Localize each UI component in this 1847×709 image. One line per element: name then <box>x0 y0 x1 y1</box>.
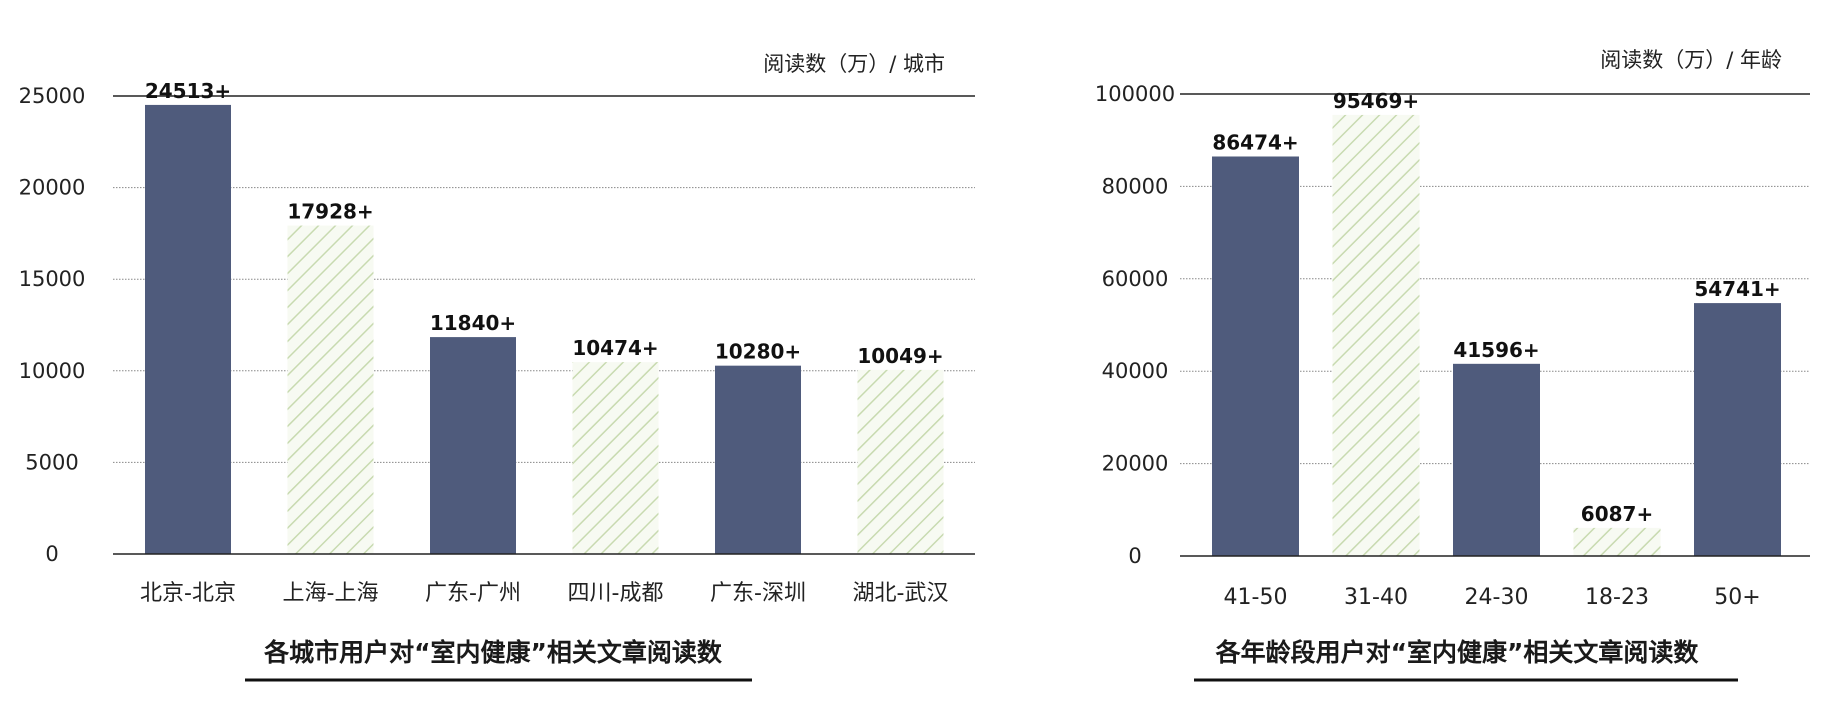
bar-value-label: 10280+ <box>715 340 801 364</box>
bar <box>287 225 374 555</box>
bar <box>857 369 944 554</box>
bar <box>1694 303 1781 556</box>
x-tick-label: 湖北-武汉 <box>853 581 949 606</box>
x-tick-label: 上海-上海 <box>283 581 379 606</box>
bar <box>430 337 516 554</box>
bar-value-label: 10049+ <box>857 344 943 368</box>
y-tick-label: 5000 <box>25 450 78 474</box>
bar <box>1212 156 1299 557</box>
x-tick-label: 广东-广州 <box>425 581 521 606</box>
x-tick-label: 41-50 <box>1224 585 1288 610</box>
bar-value-label: 11840+ <box>430 311 516 335</box>
bar <box>572 362 659 554</box>
bar <box>1332 114 1420 556</box>
bar <box>145 104 231 554</box>
x-tick-label: 31-40 <box>1344 585 1408 610</box>
age-chart: 阅读数（万）/ 年龄 0 20000 40000 60000 80000 100000 864… <box>1095 48 1810 682</box>
y-tick-label: 15000 <box>19 267 86 291</box>
bar-value-label: 10474+ <box>572 336 658 360</box>
bar-value-label: 54741+ <box>1694 277 1780 301</box>
bar-value-label: 24513+ <box>145 79 231 103</box>
bar <box>715 365 801 554</box>
y-tick-label: 0 <box>1128 544 1141 568</box>
y-tick-label: 10000 <box>19 359 86 383</box>
y-tick-label: 20000 <box>19 176 86 200</box>
x-tick-label: 北京-北京 <box>140 581 236 606</box>
unit-label: 阅读数（万）/ 城市 <box>763 52 945 76</box>
bar-value-label: 41596+ <box>1453 338 1539 362</box>
y-tick-label: 60000 <box>1102 267 1169 291</box>
x-tick-label: 50+ <box>1714 585 1760 610</box>
y-tick-label: 0 <box>45 542 58 566</box>
x-tick-label: 广东-深圳 <box>710 581 806 606</box>
y-tick-label: 100000 <box>1095 82 1175 106</box>
chart-title: 各年龄段用户对“室内健康”相关文章阅读数 <box>1215 638 1700 667</box>
bar-value-label: 95469+ <box>1333 89 1419 113</box>
x-tick-label: 四川-成都 <box>568 581 664 606</box>
y-tick-label: 20000 <box>1102 452 1169 476</box>
bar <box>1573 527 1661 556</box>
bar <box>1453 363 1540 556</box>
chart-title: 各城市用户对“室内健康”相关文章阅读数 <box>263 638 723 667</box>
x-tick-label: 24-30 <box>1465 585 1529 610</box>
bar-value-label: 86474+ <box>1212 130 1298 154</box>
x-tick-label: 18-23 <box>1585 585 1649 610</box>
y-tick-label: 40000 <box>1102 359 1169 383</box>
city-chart: 阅读数（万）/ 城市 0 5000 10000 15000 20000 25000 24513… <box>19 52 975 682</box>
bar-value-label: 17928+ <box>287 200 373 224</box>
y-tick-label: 25000 <box>19 84 86 108</box>
unit-label: 阅读数（万）/ 年龄 <box>1600 48 1782 72</box>
bar-value-label: 6087+ <box>1581 502 1653 526</box>
y-tick-label: 80000 <box>1102 174 1169 198</box>
